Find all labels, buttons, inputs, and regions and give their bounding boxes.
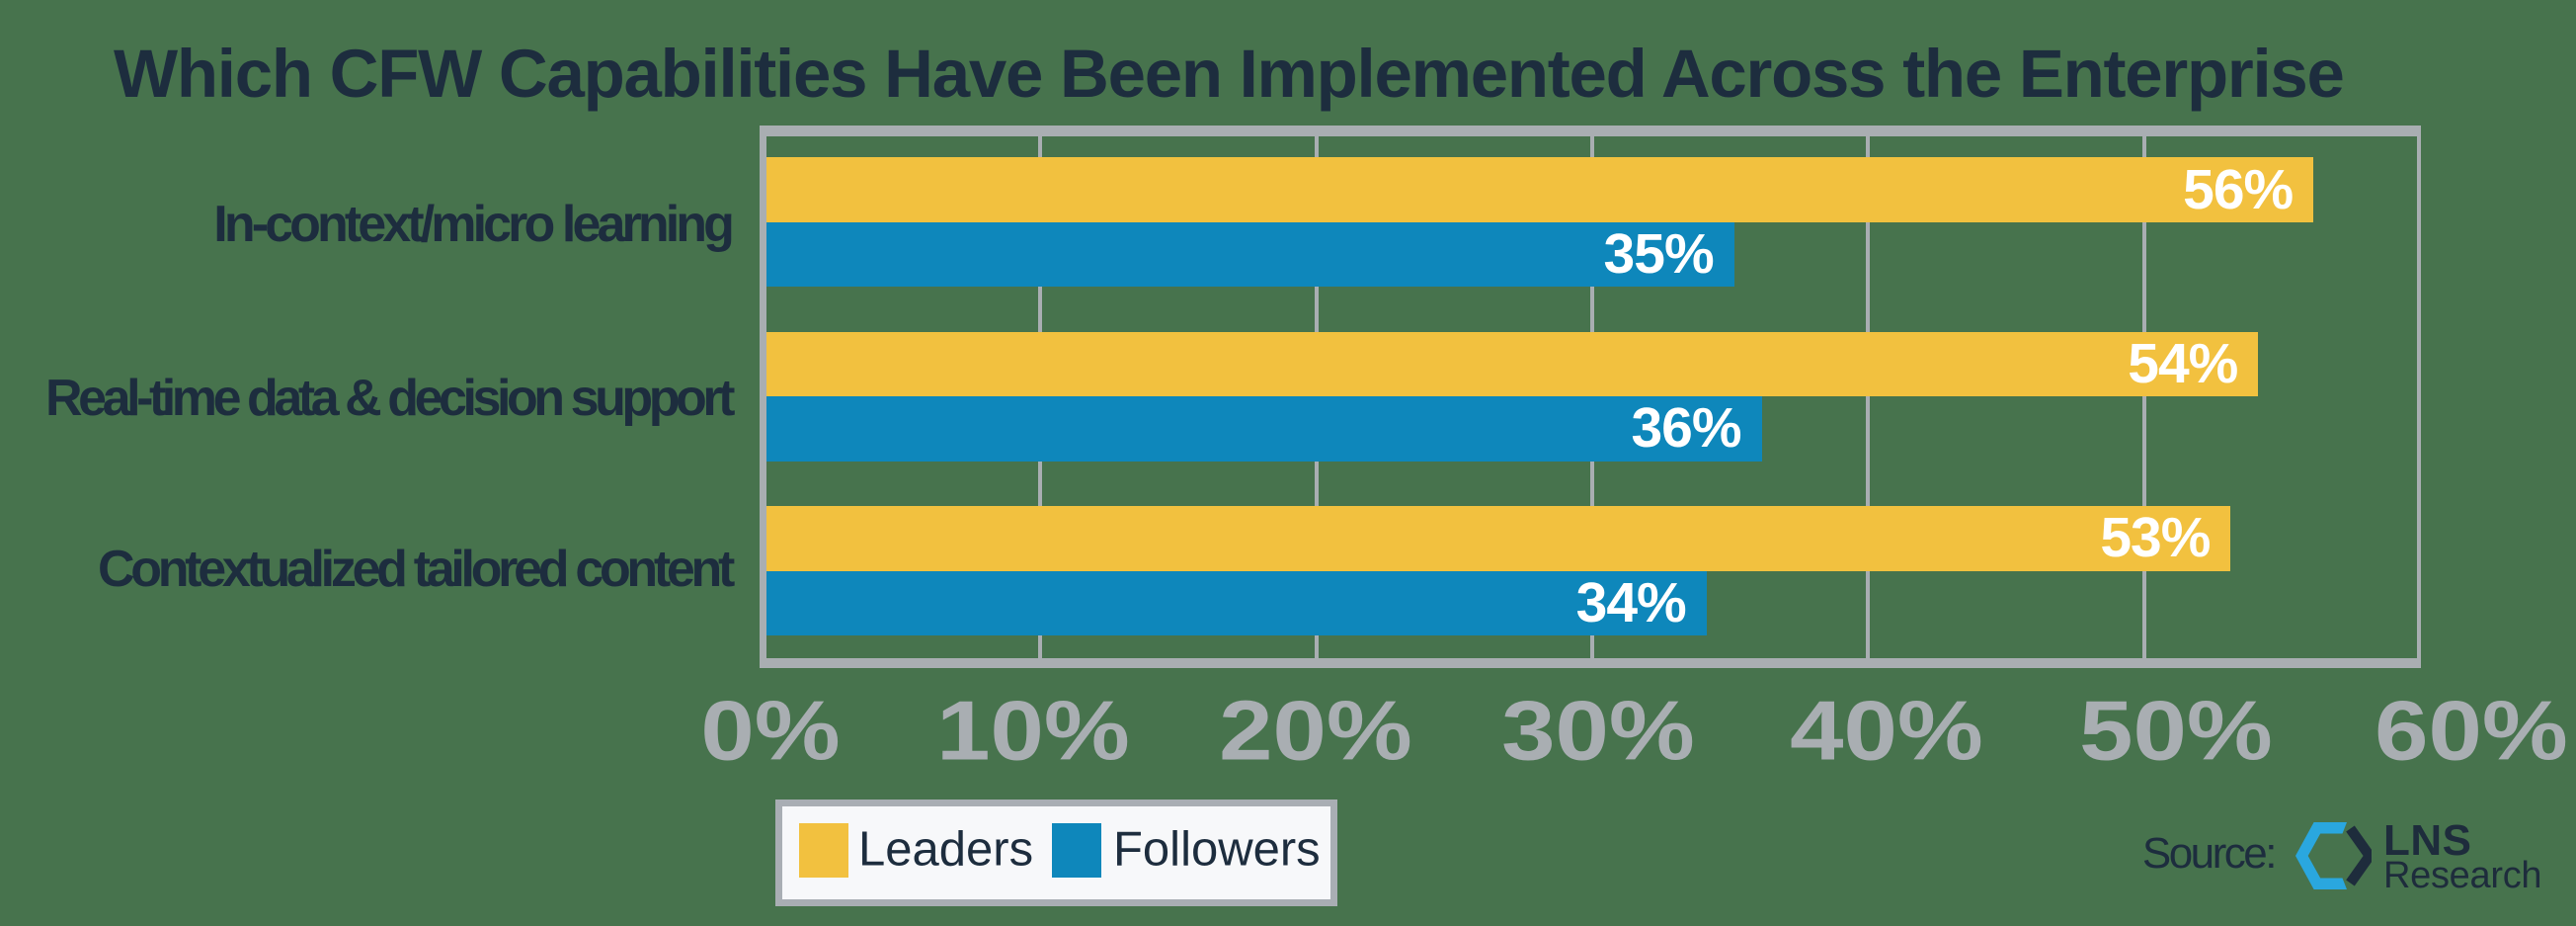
logo-hexagon-bracket [2295,822,2347,889]
bar-followers-3: 34% [766,570,1707,635]
category-label-3: Contextualized tailored content [98,541,735,598]
x-tick-label-0%: 0% [700,684,841,778]
source-label: Source: [2141,829,2278,878]
legend-label-followers: Followers [1113,822,1321,877]
x-tick-label-30%: 30% [1500,684,1695,778]
plot-area-frame [760,126,2421,668]
x-tick-label-40%: 40% [1790,684,1983,778]
category-label-1: In-context/micro learning [213,196,735,253]
bar-value-label: 36% [1631,396,1741,461]
bar-value-label: 56% [2183,157,2294,221]
x-tick-label-50%: 50% [2079,684,2273,778]
bar-followers-1: 35% [766,221,1734,288]
x-tick-label-10%: 10% [936,684,1130,778]
bar-value-label: 35% [1603,222,1715,287]
bar-value-label: 53% [2100,506,2211,570]
gridline-50% [2141,136,2146,658]
logo-chevron [2346,825,2372,886]
x-tick-label-20%: 20% [1219,684,1412,778]
x-tick-label-60%: 60% [2375,684,2569,778]
category-label-2: Real-time data & decision support [45,370,735,427]
logo-brand-sub: Research [2383,855,2542,896]
chart-title: Which CFW Capabilities Have Been Impleme… [114,36,2345,112]
bar-leaders-2: 54% [766,331,2259,397]
logo-brand-name: LNS [2383,816,2472,865]
bar-followers-2: 36% [766,396,1762,462]
bar-leaders-3: 53% [766,506,2231,571]
bar-leaders-1: 56% [766,157,2314,222]
legend: Leaders Followers [775,800,1337,906]
legend-label-leaders: Leaders [858,822,1034,877]
bar-value-label: 54% [2128,331,2238,395]
gridline-40% [1866,136,1871,658]
legend-swatch-followers [1052,823,1101,878]
legend-swatch-leaders [799,823,848,878]
bar-value-label: 34% [1575,570,1687,634]
lns-research-logo-icon [2295,822,2372,889]
